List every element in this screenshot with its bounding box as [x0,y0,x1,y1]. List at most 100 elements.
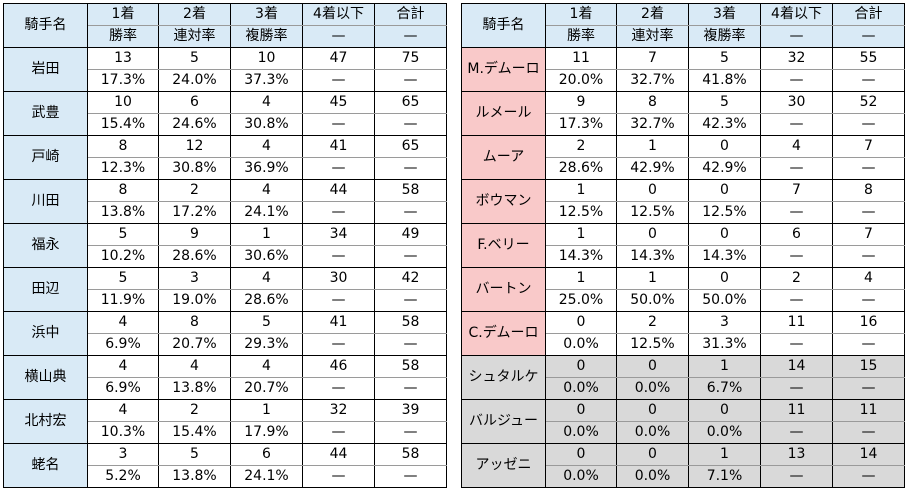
count-third: 10 [230,47,303,70]
rate-third: 20.7% [230,377,303,400]
count-second: 5 [158,443,231,466]
jockey-name: 岩田 [3,47,88,92]
count-fourth-or-below: 14 [760,355,833,378]
rate-first: 10.3% [87,421,159,444]
count-first: 4 [87,399,159,422]
count-third: 1 [688,355,761,378]
header-place-rate: 複勝率 [688,25,761,48]
rate-third: 0.0% [688,421,761,444]
count-second: 8 [616,91,689,114]
count-second: 5 [158,47,231,70]
count-first: 3 [87,443,159,466]
count-total: 75 [374,47,447,70]
count-total: 8 [832,179,905,202]
rate-fourth-or-below: — [760,377,833,400]
count-total: 65 [374,91,447,114]
count-first: 1 [545,179,617,202]
jockey-name: 川田 [3,179,88,224]
count-total: 42 [374,267,447,290]
jockey-name: F.ベリー [461,223,546,268]
jockey-name: シュタルケ [461,355,546,400]
count-second: 9 [158,223,231,246]
count-first: 2 [545,135,617,158]
count-fourth-or-below: 47 [302,47,375,70]
rate-second: 30.8% [158,157,231,180]
count-third: 4 [230,179,303,202]
jockey-name: 横山典 [3,355,88,400]
table-row: 0.0% 0.0% 6.7% — — [462,377,905,400]
rate-second: 15.4% [158,421,231,444]
rate-third: 42.9% [688,157,761,180]
table-row: 蛯名 3 5 6 44 58 [3,443,447,488]
count-third: 0 [688,399,761,422]
rate-fourth-or-below: — [302,377,375,400]
count-total: 15 [832,355,905,378]
count-third: 6 [230,443,303,466]
rate-total: — [832,157,905,180]
count-first: 0 [545,311,617,334]
rate-first: 0.0% [545,465,617,488]
count-fourth-or-below: 30 [760,91,833,114]
rate-first: 12.5% [545,201,617,224]
rate-total: — [374,157,447,180]
count-fourth-or-below: 41 [302,311,375,334]
rate-total: — [832,421,905,444]
table-row: 12.3% 30.8% 36.9% — — [4,157,447,180]
count-first: 11 [545,47,617,70]
count-fourth-or-below: 44 [302,179,375,202]
rate-third: 24.1% [230,201,303,224]
rate-third: 42.3% [688,113,761,136]
rate-second: 19.0% [158,289,231,312]
rate-fourth-or-below: — [302,333,375,356]
count-third: 0 [688,179,761,202]
count-fourth-or-below: 13 [760,443,833,466]
count-fourth-or-below: 45 [302,91,375,114]
rate-third: 7.1% [688,465,761,488]
rate-first: 0.0% [545,377,617,400]
jockey-name: ムーア [461,135,546,180]
table-row: 13.8% 17.2% 24.1% — — [4,201,447,224]
count-second: 1 [616,267,689,290]
rate-second: 32.7% [616,113,689,136]
count-fourth-or-below: 11 [760,399,833,422]
rate-first: 13.8% [87,201,159,224]
rate-fourth-or-below: — [302,69,375,92]
rate-first: 5.2% [87,465,159,488]
count-total: 39 [374,399,447,422]
rate-total: — [374,421,447,444]
rate-fourth-or-below: — [302,465,375,488]
count-total: 7 [832,135,905,158]
header-place-rate: 複勝率 [230,25,303,48]
table-row: シュタルケ 0 0 1 14 15 [461,355,905,400]
count-fourth-or-below: 30 [302,267,375,290]
jockey-name: ルメール [461,91,546,136]
count-third: 1 [230,399,303,422]
rate-total: — [374,377,447,400]
rate-fourth-or-below: — [760,289,833,312]
count-third: 0 [688,135,761,158]
header-third: 3着 [230,3,303,26]
table-row: 0.0% 0.0% 0.0% — — [462,421,905,444]
header-second: 2着 [158,3,231,26]
table-row: 0.0% 12.5% 31.3% — — [462,333,905,356]
table-row: 横山典 4 4 4 46 58 [3,355,447,400]
table-row: 岩田 13 5 10 47 75 [3,47,447,92]
rate-first: 17.3% [87,69,159,92]
rate-third: 28.6% [230,289,303,312]
count-total: 52 [832,91,905,114]
jockey-name: バートン [461,267,546,312]
table-row: 川田 8 2 4 44 58 [3,179,447,224]
count-fourth-or-below: 6 [760,223,833,246]
rate-fourth-or-below: — [760,113,833,136]
header-fourth-or-below: 4着以下 [302,3,375,26]
count-third: 0 [688,267,761,290]
count-first: 0 [545,443,617,466]
rate-fourth-or-below: — [302,245,375,268]
rate-second: 28.6% [158,245,231,268]
rate-third: 29.3% [230,333,303,356]
count-third: 0 [688,223,761,246]
rate-third: 37.3% [230,69,303,92]
header-win-rate: 勝率 [545,25,617,48]
table-row: ルメール 9 8 5 30 52 [461,91,905,136]
count-fourth-or-below: 32 [760,47,833,70]
